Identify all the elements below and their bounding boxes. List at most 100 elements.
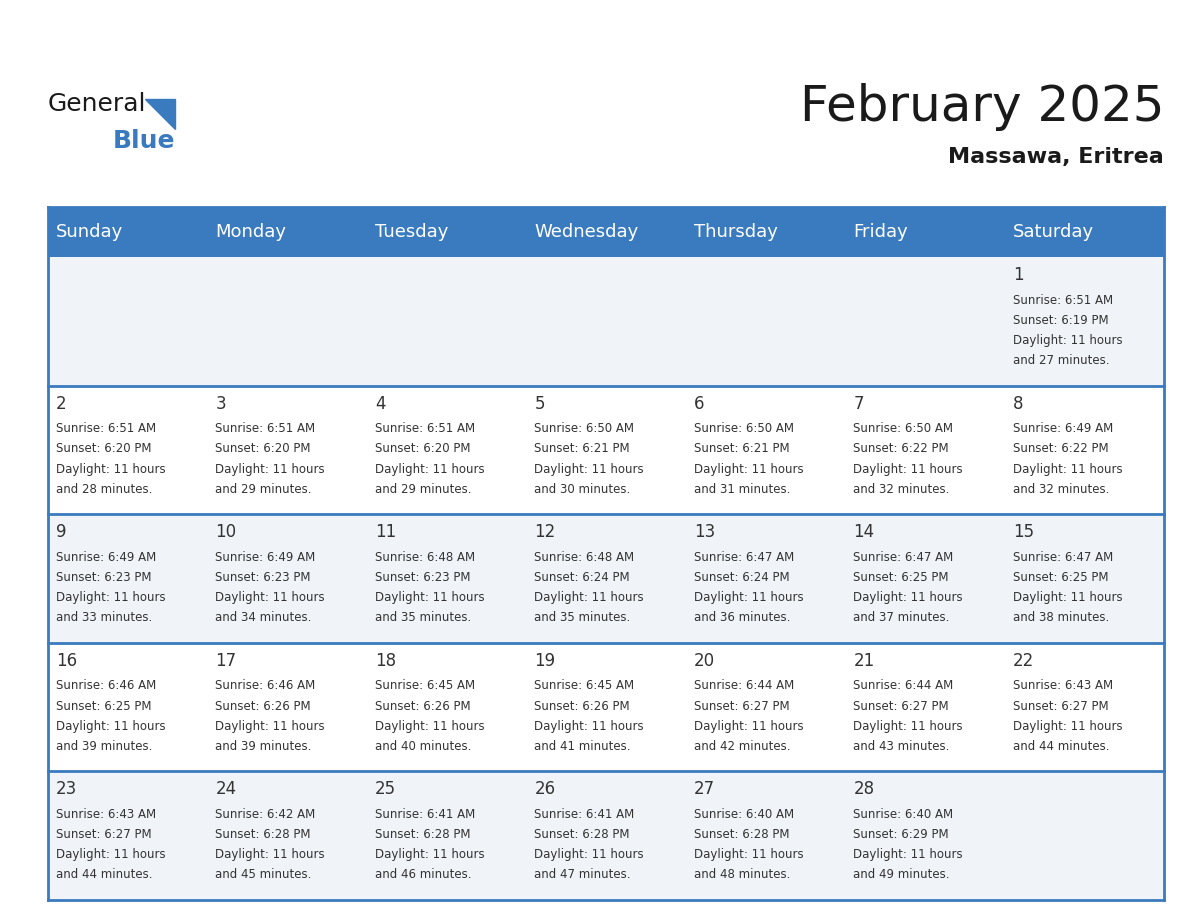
Text: Sunset: 6:25 PM: Sunset: 6:25 PM — [853, 571, 949, 584]
Polygon shape — [145, 99, 175, 129]
Text: Sunset: 6:26 PM: Sunset: 6:26 PM — [375, 700, 470, 712]
Bar — [48, 207, 207, 257]
Text: and 47 minutes.: and 47 minutes. — [535, 868, 631, 881]
Text: Daylight: 11 hours: Daylight: 11 hours — [375, 720, 485, 733]
Text: Friday: Friday — [853, 223, 909, 241]
Text: Sunset: 6:28 PM: Sunset: 6:28 PM — [375, 828, 470, 841]
Text: Blue: Blue — [113, 129, 176, 152]
Text: 1: 1 — [1013, 266, 1024, 285]
Bar — [526, 771, 685, 900]
Text: Sunset: 6:21 PM: Sunset: 6:21 PM — [694, 442, 790, 455]
Text: Sunday: Sunday — [56, 223, 124, 241]
Bar — [845, 386, 1005, 514]
Text: Daylight: 11 hours: Daylight: 11 hours — [215, 848, 326, 861]
Text: Daylight: 11 hours: Daylight: 11 hours — [535, 720, 644, 733]
Text: General: General — [48, 92, 146, 116]
Text: Sunset: 6:25 PM: Sunset: 6:25 PM — [56, 700, 151, 712]
Text: Daylight: 11 hours: Daylight: 11 hours — [56, 720, 165, 733]
Bar — [1005, 207, 1164, 257]
Bar — [48, 771, 207, 900]
Text: Wednesday: Wednesday — [535, 223, 639, 241]
Bar — [207, 771, 367, 900]
Text: 27: 27 — [694, 780, 715, 799]
Bar — [685, 257, 845, 386]
Text: Sunset: 6:28 PM: Sunset: 6:28 PM — [535, 828, 630, 841]
Bar — [1005, 643, 1164, 771]
Text: Sunrise: 6:49 AM: Sunrise: 6:49 AM — [215, 551, 316, 564]
Text: and 39 minutes.: and 39 minutes. — [215, 740, 311, 753]
Bar — [526, 257, 685, 386]
Text: and 48 minutes.: and 48 minutes. — [694, 868, 790, 881]
Text: 6: 6 — [694, 395, 704, 413]
Text: Sunset: 6:27 PM: Sunset: 6:27 PM — [1013, 700, 1108, 712]
Text: Sunrise: 6:40 AM: Sunrise: 6:40 AM — [694, 808, 794, 821]
Text: 22: 22 — [1013, 652, 1035, 670]
Bar — [207, 386, 367, 514]
Text: and 33 minutes.: and 33 minutes. — [56, 611, 152, 624]
Text: Sunset: 6:22 PM: Sunset: 6:22 PM — [1013, 442, 1108, 455]
Text: Daylight: 11 hours: Daylight: 11 hours — [375, 848, 485, 861]
Bar — [207, 514, 367, 643]
Text: Daylight: 11 hours: Daylight: 11 hours — [853, 591, 963, 604]
Text: Sunrise: 6:50 AM: Sunrise: 6:50 AM — [694, 422, 794, 435]
Text: and 27 minutes.: and 27 minutes. — [1013, 354, 1110, 367]
Text: and 41 minutes.: and 41 minutes. — [535, 740, 631, 753]
Text: Sunrise: 6:46 AM: Sunrise: 6:46 AM — [215, 679, 316, 692]
Text: Sunset: 6:27 PM: Sunset: 6:27 PM — [853, 700, 949, 712]
Text: and 32 minutes.: and 32 minutes. — [853, 483, 950, 496]
Bar — [685, 643, 845, 771]
Text: 4: 4 — [375, 395, 385, 413]
Text: Daylight: 11 hours: Daylight: 11 hours — [56, 848, 165, 861]
Text: Daylight: 11 hours: Daylight: 11 hours — [375, 591, 485, 604]
Text: Sunset: 6:26 PM: Sunset: 6:26 PM — [535, 700, 630, 712]
Text: Sunrise: 6:44 AM: Sunrise: 6:44 AM — [853, 679, 954, 692]
Text: Monday: Monday — [215, 223, 286, 241]
Text: Sunrise: 6:42 AM: Sunrise: 6:42 AM — [215, 808, 316, 821]
Text: Sunrise: 6:43 AM: Sunrise: 6:43 AM — [1013, 679, 1113, 692]
Text: Sunset: 6:20 PM: Sunset: 6:20 PM — [375, 442, 470, 455]
Text: Sunrise: 6:40 AM: Sunrise: 6:40 AM — [853, 808, 954, 821]
Text: Daylight: 11 hours: Daylight: 11 hours — [1013, 720, 1123, 733]
Text: Daylight: 11 hours: Daylight: 11 hours — [56, 463, 165, 476]
Text: 15: 15 — [1013, 523, 1034, 542]
Bar — [526, 207, 685, 257]
Text: Daylight: 11 hours: Daylight: 11 hours — [1013, 591, 1123, 604]
Bar — [1005, 386, 1164, 514]
Text: Tuesday: Tuesday — [375, 223, 448, 241]
Text: Sunrise: 6:48 AM: Sunrise: 6:48 AM — [535, 551, 634, 564]
Bar — [367, 257, 526, 386]
Text: Daylight: 11 hours: Daylight: 11 hours — [853, 848, 963, 861]
Text: February 2025: February 2025 — [800, 83, 1164, 130]
Text: and 28 minutes.: and 28 minutes. — [56, 483, 152, 496]
Text: Sunrise: 6:50 AM: Sunrise: 6:50 AM — [535, 422, 634, 435]
Text: Sunrise: 6:47 AM: Sunrise: 6:47 AM — [1013, 551, 1113, 564]
Text: 19: 19 — [535, 652, 556, 670]
Text: 14: 14 — [853, 523, 874, 542]
Bar — [367, 771, 526, 900]
Bar — [207, 643, 367, 771]
Text: 7: 7 — [853, 395, 864, 413]
Text: Sunset: 6:23 PM: Sunset: 6:23 PM — [56, 571, 151, 584]
Bar — [207, 257, 367, 386]
Text: Sunrise: 6:44 AM: Sunrise: 6:44 AM — [694, 679, 795, 692]
Text: Daylight: 11 hours: Daylight: 11 hours — [694, 848, 803, 861]
Text: and 42 minutes.: and 42 minutes. — [694, 740, 790, 753]
Text: Daylight: 11 hours: Daylight: 11 hours — [215, 463, 326, 476]
Text: 18: 18 — [375, 652, 396, 670]
Text: and 40 minutes.: and 40 minutes. — [375, 740, 472, 753]
Bar — [48, 386, 207, 514]
Text: 20: 20 — [694, 652, 715, 670]
Text: and 49 minutes.: and 49 minutes. — [853, 868, 950, 881]
Text: Sunrise: 6:50 AM: Sunrise: 6:50 AM — [853, 422, 954, 435]
Text: Sunrise: 6:51 AM: Sunrise: 6:51 AM — [215, 422, 316, 435]
Text: and 44 minutes.: and 44 minutes. — [56, 868, 152, 881]
Bar — [845, 514, 1005, 643]
Text: 3: 3 — [215, 395, 226, 413]
Text: Massawa, Eritrea: Massawa, Eritrea — [948, 147, 1164, 167]
Bar — [48, 643, 207, 771]
Bar — [1005, 257, 1164, 386]
Bar — [685, 386, 845, 514]
Text: and 44 minutes.: and 44 minutes. — [1013, 740, 1110, 753]
Text: Daylight: 11 hours: Daylight: 11 hours — [853, 463, 963, 476]
Text: 24: 24 — [215, 780, 236, 799]
